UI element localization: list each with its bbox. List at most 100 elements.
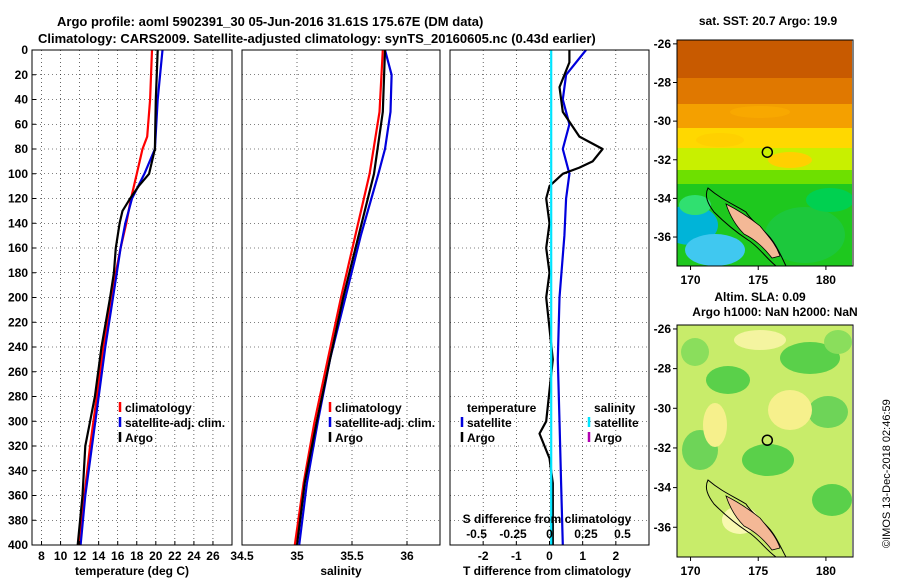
x-tick-label: 18 (130, 549, 144, 563)
x-tick-label: 35 (290, 549, 304, 563)
x-tick-label: 12 (73, 549, 87, 563)
top-x-tick-label: 0.25 (574, 527, 598, 541)
depth-axis-ticks: 0 20 40 60 80 100 120 140 160 180 200 220 240 260 280 3… (8, 43, 36, 552)
x-tick-label: 8 (38, 549, 45, 563)
y-tick-label: 340 (8, 464, 28, 478)
sst-map-title: sat. SST: 20.7 Argo: 19.9 (699, 14, 838, 28)
map-y-tick-label: -26 (654, 37, 672, 51)
difference-lines (538, 50, 604, 545)
map-y-tick-label: -26 (654, 322, 672, 336)
map-y-tick-label: -28 (654, 75, 672, 89)
y-tick-label: 260 (8, 365, 28, 379)
legend-label-satellite-salinity: satellite (594, 416, 639, 430)
temperature-grid (32, 49, 232, 546)
y-tick-label: 320 (8, 439, 28, 453)
series-line-argo-t (538, 50, 604, 545)
sla-map-title: Altim. SLA: 0.09 (714, 290, 806, 304)
legend-label-argo: Argo (335, 431, 363, 445)
temperature-legend: climatology satellite-adj. clim. Argo (118, 401, 225, 445)
salinity-difference-axis-label: S difference from climatology (463, 512, 632, 526)
x-tick-label: 26 (206, 549, 220, 563)
y-tick-label: 380 (8, 513, 28, 527)
x-tick-label: 16 (111, 549, 125, 563)
y-tick-label: 360 (8, 489, 28, 503)
top-x-tick-label: 0.5 (614, 527, 631, 541)
y-tick-label: 40 (15, 93, 29, 107)
series-line-argo (295, 50, 387, 545)
map-x-tick-label: 180 (816, 273, 836, 287)
y-tick-label: 400 (8, 538, 28, 552)
y-tick-label: 300 (8, 414, 28, 428)
sla-map-field (677, 325, 853, 557)
legend-label-satellite: satellite-adj. clim. (335, 416, 435, 430)
sst-map-frame (676, 39, 854, 267)
difference-grid (450, 49, 649, 546)
sst-map-field (677, 40, 853, 266)
map-x-tick-label: 170 (681, 564, 701, 578)
sla-map-panel: Altim. SLA: 0.09 Argo h1000: NaN h2000: … (654, 290, 858, 578)
x-tick-label: 34.5 (230, 549, 254, 563)
salinity-axes-frame (241, 49, 441, 546)
y-tick-label: 0 (21, 43, 28, 57)
x-tick-label: -2 (478, 549, 489, 563)
y-tick-label: 280 (8, 390, 28, 404)
map-y-tick-label: -36 (654, 230, 672, 244)
y-tick-label: 140 (8, 216, 28, 230)
map-x-tick-label: 170 (681, 273, 701, 287)
y-tick-label: 120 (8, 192, 28, 206)
legend-title-salinity: salinity (594, 401, 636, 415)
salinity-difference-axis-ticks: -0.5 -0.25 0 0.25 0.5 (466, 527, 631, 541)
salinity-legend: climatology satellite-adj. clim. Argo (328, 401, 435, 445)
y-tick-label: 180 (8, 266, 28, 280)
map-x-tick-label: 180 (816, 564, 836, 578)
temperature-lines (76, 50, 164, 545)
y-tick-label: 200 (8, 291, 28, 305)
figure-subtitle: Climatology: CARS2009. Satellite-adjuste… (38, 31, 596, 46)
y-tick-label: 100 (8, 167, 28, 181)
legend-label-argo-temperature: Argo (467, 431, 495, 445)
temperature-panel: 0 20 40 60 80 100 120 140 160 180 200 220 240 260 280 3… (8, 43, 233, 578)
map-x-tick-label: 175 (748, 273, 768, 287)
map-y-tick-label: -28 (654, 362, 672, 376)
series-line-climatology (293, 50, 384, 545)
map-y-tick-label: -30 (654, 114, 672, 128)
legend-label-climatology: climatology (125, 401, 192, 415)
y-tick-label: 220 (8, 315, 28, 329)
legend-label-argo: Argo (125, 431, 153, 445)
series-line-argo (76, 50, 159, 545)
argo-location-marker (761, 434, 774, 446)
y-tick-label: 80 (15, 142, 29, 156)
legend-label-climatology: climatology (335, 401, 402, 415)
x-tick-label: 36 (400, 549, 414, 563)
legend-title-temperature: temperature (467, 401, 537, 415)
temperature-axis-label: temperature (deg C) (75, 564, 189, 578)
map-y-tick-label: -36 (654, 520, 672, 534)
copyright-timestamp: ©IMOS 13-Dec-2018 02:46:59 (881, 399, 893, 548)
sst-map-panel: sat. SST: 20.7 Argo: 19.9 170 175 180 -26 -2… (654, 14, 854, 287)
sla-map-subtitle: Argo h1000: NaN h2000: NaN (692, 305, 857, 319)
salinity-panel: 34.5 35 35.5 36 salinity climatology satell… (230, 49, 441, 578)
x-tick-label: 24 (187, 549, 201, 563)
x-tick-label: 1 (579, 549, 586, 563)
y-tick-label: 160 (8, 241, 28, 255)
temperature-axis-ticks: 8 10 12 14 16 18 20 22 24 26 (38, 541, 220, 563)
map-y-tick-label: -30 (654, 401, 672, 415)
x-tick-label: -1 (511, 549, 522, 563)
difference-panel: -2 -1 0 1 2 -0.5 -0.25 0 0.25 0.5 S difference f… (449, 49, 650, 578)
map-x-tick-label: 175 (748, 564, 768, 578)
x-tick-label: 35.5 (340, 549, 364, 563)
sla-map-axis-ticks: 170 175 180 -26 -28 -30 -32 -34 -36 (654, 322, 837, 578)
difference-axis-ticks: -2 -1 0 1 2 (478, 541, 619, 563)
salinity-lines (293, 50, 393, 545)
salinity-axis-label: salinity (320, 564, 362, 578)
y-tick-label: 240 (8, 340, 28, 354)
y-tick-label: 20 (15, 68, 29, 82)
top-x-tick-label: 0 (546, 527, 553, 541)
series-line-satellite-t (556, 50, 587, 545)
map-y-tick-label: -34 (654, 481, 672, 495)
x-tick-label: 14 (92, 549, 106, 563)
map-y-tick-label: -32 (654, 153, 672, 167)
argo-location-marker (761, 146, 774, 158)
difference-legend: temperature satellite Argo salinity sate… (460, 401, 639, 445)
x-tick-label: 2 (612, 549, 619, 563)
